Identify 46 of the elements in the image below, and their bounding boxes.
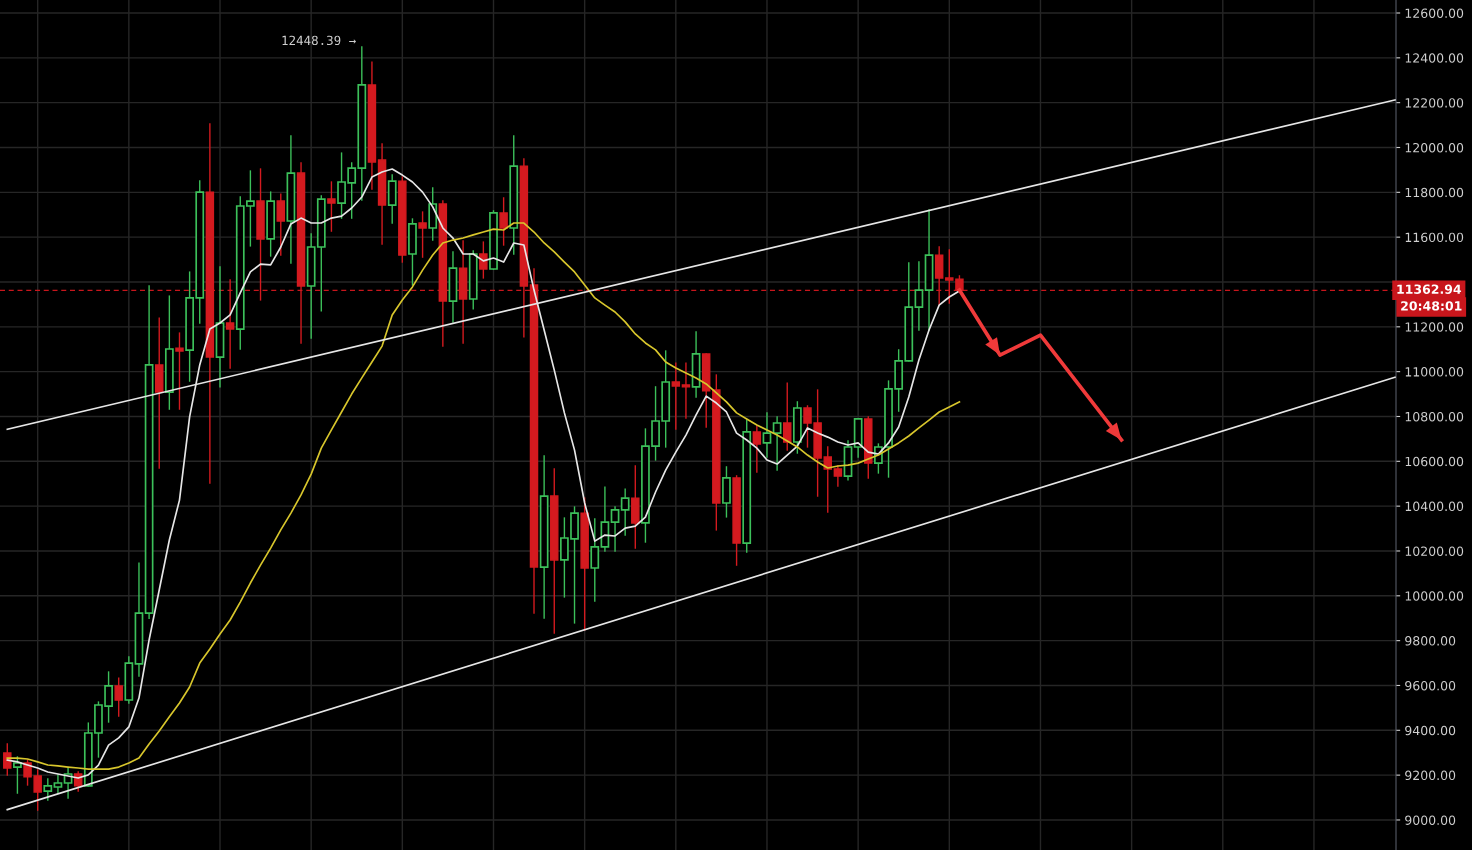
y-tick-label: 12200.00 (1405, 98, 1464, 108)
y-tick-label: 12600.00 (1405, 8, 1464, 18)
candlestick (590, 518, 600, 602)
candlestick (631, 465, 640, 549)
candlestick (53, 774, 63, 794)
y-tick-label: 12000.00 (1405, 142, 1464, 153)
candlestick (124, 656, 134, 704)
y-tick-label: 11000.00 (1405, 367, 1464, 377)
y-tick-label: 11600.00 (1405, 232, 1464, 243)
candlestick (550, 468, 559, 634)
text: 20:48:01 (1401, 301, 1462, 311)
candlestick (215, 266, 225, 388)
candlestick (144, 285, 154, 619)
y-tick-label: 9200.00 (1405, 770, 1456, 781)
candlestick (377, 143, 387, 245)
y-tick-label: 9400.00 (1405, 725, 1456, 736)
candlestick (610, 506, 620, 552)
candlestick (539, 455, 549, 619)
ref-line-label: 11362.94 (1397, 284, 1462, 294)
candlestick (367, 61, 377, 190)
candlestick (134, 562, 144, 677)
y-tick-label: 10400.00 (1405, 501, 1464, 512)
candlestick (752, 425, 762, 473)
y-tick-label: 10200.00 (1405, 546, 1464, 556)
y-tick-label: 11200.00 (1405, 322, 1464, 332)
candlestick (509, 135, 519, 255)
candlestick (762, 412, 772, 458)
y-tick-label: 11800.00 (1405, 187, 1464, 198)
candlestick (914, 261, 924, 331)
candlestick (681, 362, 691, 419)
y-tick-label: 10800.00 (1405, 411, 1464, 422)
candlestick (924, 209, 934, 331)
y-tick-label: 9800.00 (1405, 636, 1456, 646)
y-tick-label: 9000.00 (1405, 815, 1456, 825)
candlestick (671, 362, 681, 430)
y-tick-label: 9600.00 (1405, 680, 1456, 691)
candlestick (154, 317, 164, 469)
annotation: 12448.39 → (282, 35, 356, 46)
candlestick (43, 778, 53, 801)
candlestick (286, 135, 296, 264)
candlestick (620, 488, 630, 536)
candlestick (448, 251, 458, 323)
y-tick-label: 10600.00 (1405, 456, 1464, 467)
y-tick-label: 10000.00 (1405, 591, 1464, 601)
candlestick (772, 416, 782, 471)
y-tick-label: 12400.00 (1405, 53, 1464, 63)
